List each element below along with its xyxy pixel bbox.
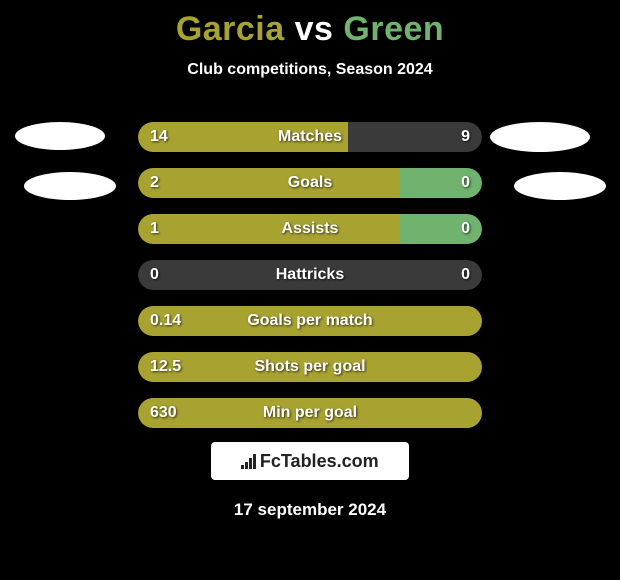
stat-row: 00Hattricks (138, 260, 482, 290)
player1-name: Garcia (176, 10, 285, 48)
vs-separator: vs (295, 10, 334, 48)
team-badge-left-2 (24, 172, 116, 200)
stat-row: 149Matches (138, 122, 482, 152)
bar-fill-player1 (138, 306, 482, 336)
stat-row: 630Min per goal (138, 398, 482, 428)
bar-fill-player2 (399, 168, 482, 198)
team-badge-left-1 (15, 122, 105, 150)
stat-row: 10Assists (138, 214, 482, 244)
bar-fill-player1 (138, 122, 348, 152)
stat-row: 20Goals (138, 168, 482, 198)
bar-fill-player2 (399, 214, 482, 244)
stat-bars: 149Matches 20Goals 10Assists 00Hattricks 0.1… (138, 122, 482, 444)
bar-fill-player1 (138, 352, 482, 382)
bar-fill-player1 (138, 214, 399, 244)
team-badge-right-2 (514, 172, 606, 200)
subtitle: Club competitions, Season 2024 (0, 61, 620, 79)
comparison-title: Garcia vs Green (0, 0, 620, 49)
team-badge-right-1 (490, 122, 590, 152)
logo-content: FcTables.com (241, 451, 378, 472)
logo-bars-icon (241, 453, 256, 469)
date-line: 17 september 2024 (0, 500, 620, 520)
stat-row: 12.5Shots per goal (138, 352, 482, 382)
stat-row: 0.14Goals per match (138, 306, 482, 336)
fctables-logo[interactable]: FcTables.com (211, 442, 409, 480)
bar-background (138, 260, 482, 290)
logo-text: FcTables.com (260, 451, 379, 472)
player2-name: Green (343, 10, 444, 48)
bar-fill-player1 (138, 398, 482, 428)
bar-fill-player1 (138, 168, 399, 198)
